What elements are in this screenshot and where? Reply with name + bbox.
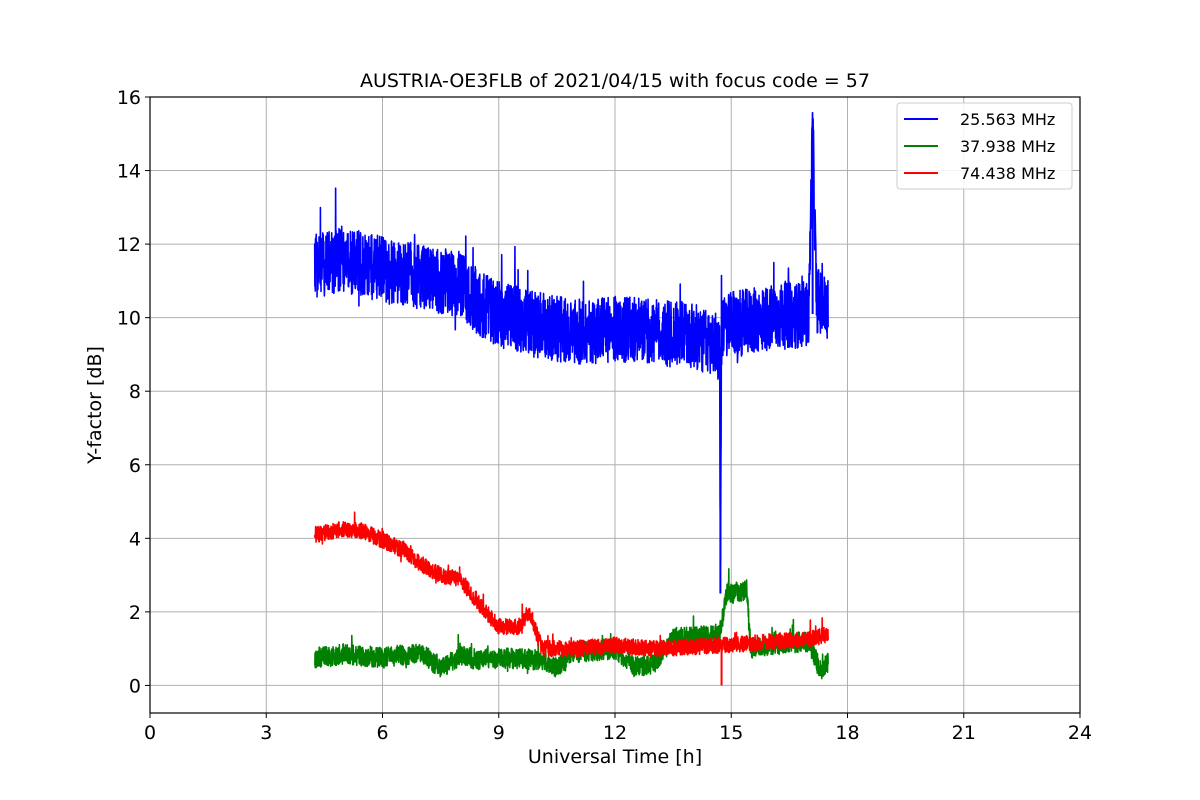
y-tick-label: 8: [129, 381, 141, 403]
x-axis-label: Universal Time [h]: [528, 746, 702, 768]
y-tick-label: 14: [117, 161, 141, 183]
y-axis: 0 2 4 6 8 10 12 14 16: [117, 87, 150, 697]
chart-title: AUSTRIA-OE3FLB of 2021/04/15 with focus …: [360, 70, 870, 92]
legend: 25.563 MHz 37.938 MHz 74.438 MHz: [896, 102, 1073, 190]
y-axis-label: Y-factor [dB]: [84, 346, 106, 465]
x-tick-label: 9: [493, 722, 505, 744]
y-tick-label: 4: [129, 528, 141, 550]
series-line-0: [313, 111, 829, 565]
x-tick-label: 24: [1068, 722, 1092, 744]
x-tick-label: 0: [144, 722, 156, 744]
x-tick-label: 15: [719, 722, 743, 744]
legend-label: 74.438 MHz: [960, 164, 1055, 183]
legend-label: 25.563 MHz: [960, 110, 1055, 129]
y-tick-label: 0: [129, 675, 141, 697]
y-tick-label: 16: [117, 87, 141, 109]
x-tick-label: 18: [835, 722, 859, 744]
y-tick-label: 6: [129, 455, 141, 477]
series-layer: [313, 111, 829, 686]
x-tick-label: 12: [603, 722, 627, 744]
series-line-2: [313, 511, 829, 658]
x-axis: 0 3 6 9 12 15 18 21 24: [144, 713, 1092, 744]
y-tick-label: 10: [117, 308, 141, 330]
x-tick-label: 21: [952, 722, 976, 744]
legend-box: [896, 102, 1073, 190]
x-tick-label: 6: [376, 722, 388, 744]
series-line-1: [314, 568, 829, 680]
legend-label: 37.938 MHz: [960, 137, 1055, 156]
y-tick-label: 2: [129, 602, 141, 624]
x-tick-label: 3: [260, 722, 272, 744]
y-tick-label: 12: [117, 234, 141, 256]
